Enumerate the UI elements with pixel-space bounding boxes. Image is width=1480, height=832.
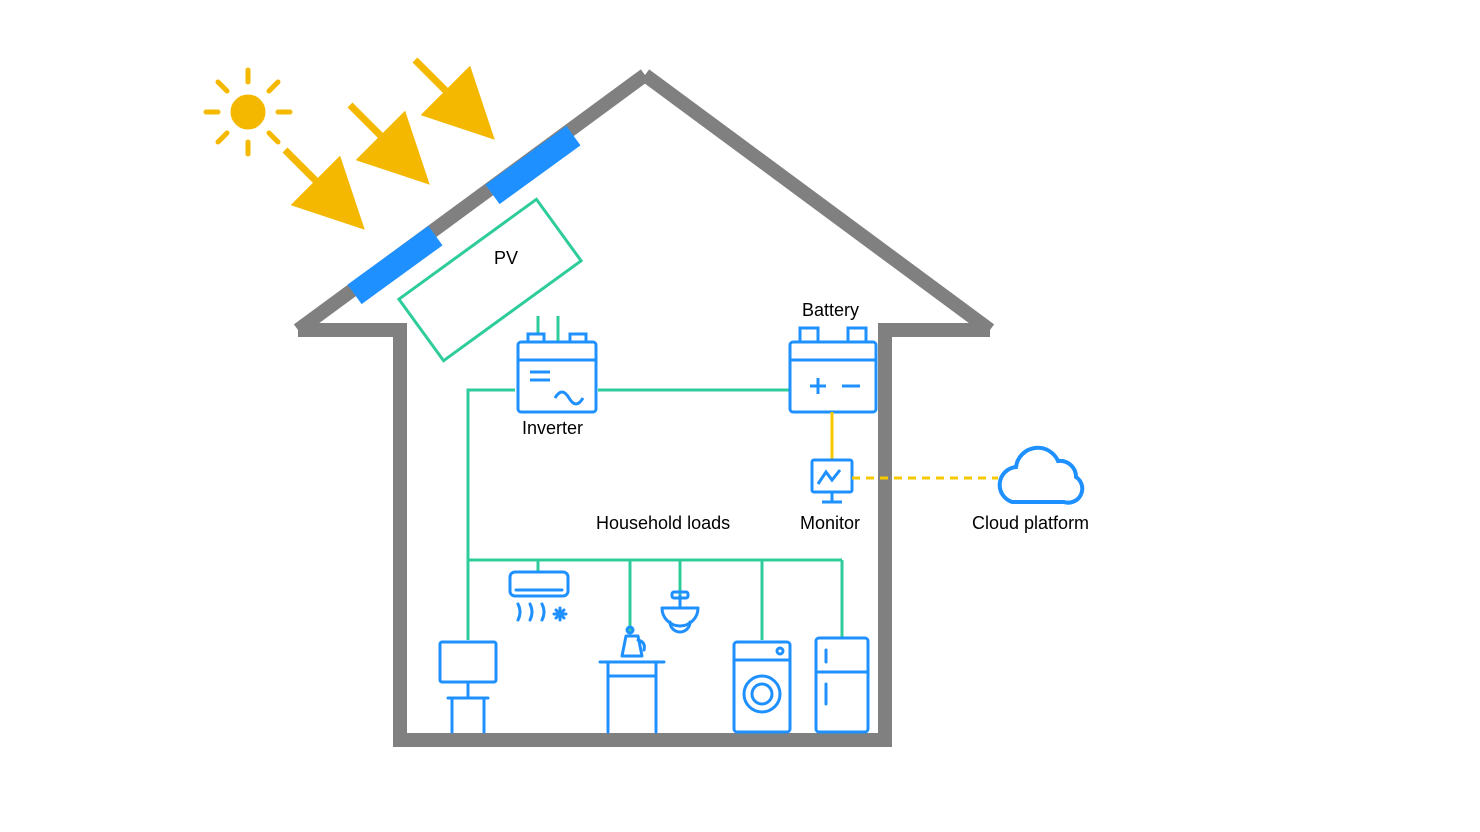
- cloud-label: Cloud platform: [972, 513, 1089, 534]
- pv-box: [399, 199, 581, 360]
- lamp-icon: [662, 592, 698, 632]
- cloud-icon: [1000, 448, 1083, 503]
- fridge-icon: [816, 638, 868, 732]
- battery-label: Battery: [802, 300, 859, 321]
- kettle-icon: [600, 627, 664, 732]
- monitor-icon: [812, 460, 852, 502]
- appliance-icons: [440, 572, 868, 732]
- computer-icon: [440, 642, 496, 732]
- solar-home-diagram: [0, 0, 1480, 832]
- washer-icon: [734, 642, 790, 732]
- monitor-label: Monitor: [800, 513, 860, 534]
- battery-icon: [790, 328, 876, 412]
- pv-label: PV: [494, 248, 518, 269]
- inverter-label: Inverter: [522, 418, 583, 439]
- inverter-icon: [518, 334, 596, 412]
- sunlight-arrows: [285, 60, 475, 210]
- sun-icon: [206, 70, 290, 154]
- household-loads-label: Household loads: [596, 513, 730, 534]
- ac-icon: [510, 572, 568, 620]
